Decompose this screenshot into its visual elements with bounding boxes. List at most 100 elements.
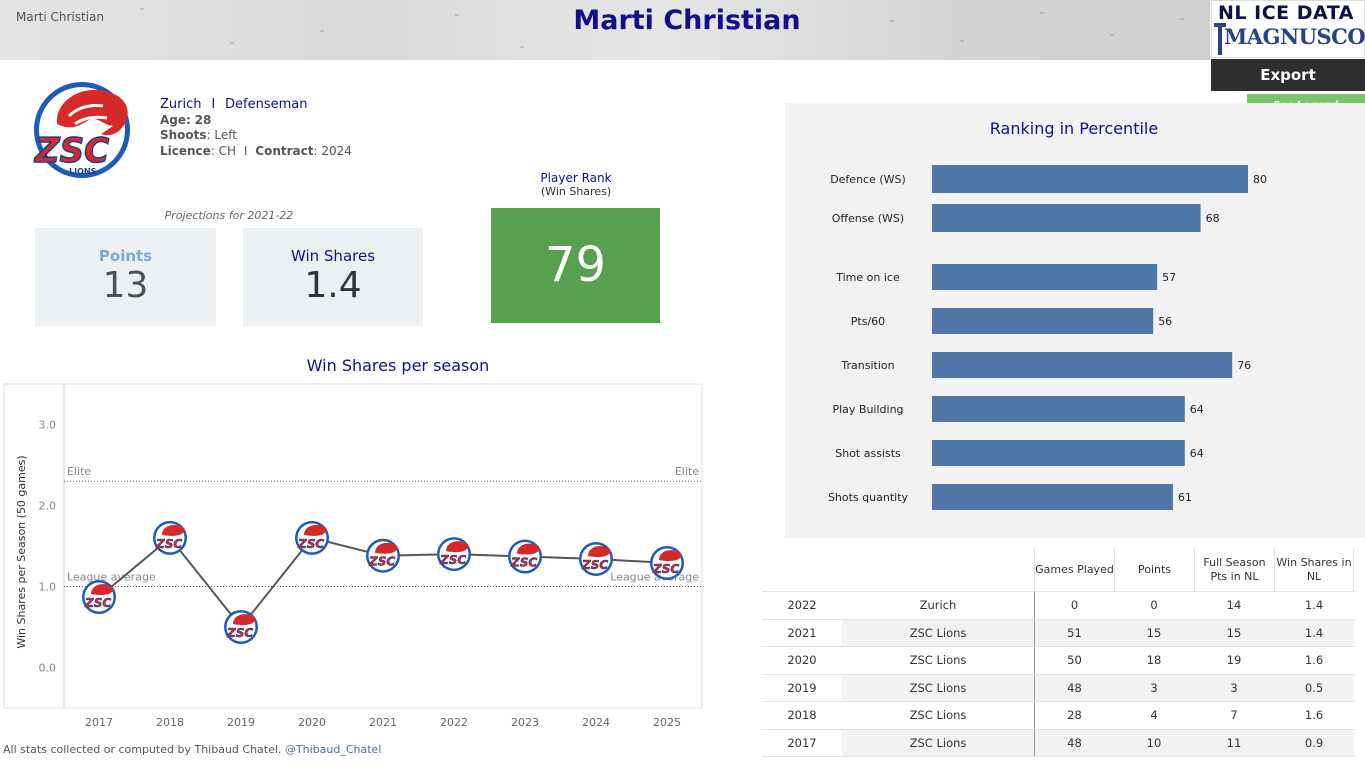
brand-name-bottom: MAGNUSCORSI (1224, 24, 1365, 49)
player-contract: 2024 (321, 143, 352, 158)
player-team: Zurich (160, 97, 202, 112)
percentile-value-label: 76 (1237, 359, 1251, 372)
percentile-value-label: 68 (1206, 212, 1220, 225)
table-divider (762, 756, 1355, 757)
table-row[interactable]: 2017 ZSC Lions 48 10 11 0.9 (762, 729, 1355, 757)
table-cell-fsp: 15 (1194, 619, 1274, 647)
ws-league-average-label-left: League average (67, 571, 156, 584)
table-row[interactable]: 2021 ZSC Lions 51 15 15 1.4 (762, 619, 1355, 647)
ws-point-2022[interactable]: ZSC (437, 537, 471, 572)
percentile-bar-play-building[interactable] (932, 396, 1185, 422)
table-divider (762, 701, 1355, 702)
ws-y-tick-label: 3.0 (39, 419, 57, 432)
table-cell-team: ZSC Lions (909, 653, 967, 667)
table-divider (762, 618, 1355, 620)
header-full-season-pts[interactable]: Full Season Pts in NL (1194, 548, 1274, 591)
percentile-bar-time-on-ice[interactable] (932, 264, 1158, 290)
percentile-bar-transition[interactable] (932, 352, 1233, 378)
header-banner: Marti Christian Marti Christian (0, 0, 1210, 60)
svg-text:ZSC: ZSC (84, 596, 111, 610)
table-cell-year: 2018 (787, 708, 817, 722)
table-cell-year: 2019 (787, 680, 817, 695)
ws-chart-title: Win Shares per season (306, 356, 490, 375)
ws-point-2020[interactable]: ZSC (295, 520, 329, 555)
percentile-category-label: Transition (840, 359, 894, 372)
footer-handle-link[interactable]: @Thibaud_Chatel (284, 743, 382, 756)
shoots-label: Shoots (160, 128, 207, 142)
export-button[interactable]: Export (1211, 59, 1365, 91)
percentile-value-label: 61 (1178, 491, 1192, 504)
ws-point-2023[interactable]: ZSC (508, 539, 542, 574)
table-row[interactable]: 2018 ZSC Lions 28 4 7 1.6 (762, 702, 1355, 729)
table-cell-gp: 50 (1034, 647, 1114, 674)
table-cell-team: ZSC Lions (909, 708, 967, 722)
brand-t-icon (1214, 23, 1226, 55)
points-card-label: Points (98, 247, 153, 265)
percentile-bar-offense-ws[interactable] (932, 204, 1201, 232)
header-points[interactable]: Points (1114, 548, 1194, 591)
points-card: Points 13 (35, 228, 216, 326)
ws-line-chart: 0.0 1.0 2.0 3.0 Win Shares per Season (50 ga… (3, 383, 703, 729)
ws-y-axis-label: Win Shares per Season (50 games) (15, 455, 28, 648)
player-info: Zurich I Defenseman Age: 28 Shoots: Left… (160, 97, 352, 158)
brand-logo[interactable]: NL ICE DATA MAGNUSCORSI (1211, 0, 1365, 58)
ws-x-tick-label: 2022 (440, 716, 468, 729)
ws-point-2021[interactable]: ZSC (366, 538, 400, 573)
points-card-value: 13 (102, 265, 149, 306)
table-cell-wsn: 1.4 (1304, 598, 1324, 612)
ws-x-tick-label: 2017 (85, 716, 113, 729)
table-cell-year: 2017 (787, 735, 817, 750)
table-cell-team: ZSC Lions (842, 619, 1034, 647)
table-cell-pts: 15 (1114, 619, 1194, 647)
percentile-category-label: Shot assists (835, 447, 901, 460)
svg-text:ZSC: ZSC (439, 553, 466, 567)
percentile-chart-title: Ranking in Percentile (989, 119, 1159, 138)
table-cell-fsp: 3 (1194, 674, 1274, 702)
ws-point-2017[interactable]: ZSC (82, 580, 116, 615)
breadcrumb: Marti Christian (16, 10, 104, 24)
ws-point-2024[interactable]: ZSC (579, 541, 613, 576)
table-row[interactable]: 2019 ZSC Lions 48 3 3 0.5 (762, 674, 1355, 702)
table-cell-pts: 10 (1114, 729, 1194, 757)
svg-text:ZSC: ZSC (510, 556, 537, 570)
percentile-bar-pts-60[interactable] (932, 308, 1154, 334)
percentile-category-label: Shots quantity (828, 491, 909, 504)
header-games-played[interactable]: Games Played (1034, 548, 1114, 591)
ws-x-tick-label: 2024 (582, 716, 610, 729)
age-label: Age: (160, 112, 191, 127)
player-rank-label: Player Rank (Win Shares) (491, 171, 661, 199)
ws-point-2019[interactable]: ZSC (224, 610, 258, 644)
ws-x-tick-label: 2020 (298, 716, 326, 729)
table-cell-pts: 4 (1150, 708, 1158, 722)
percentile-category-label: Play Building (832, 403, 903, 416)
table-cell-gp: 48 (1034, 674, 1114, 702)
table-cell-gp: 28 (1034, 702, 1114, 729)
ws-point-2025[interactable]: ZSC (650, 546, 684, 581)
table-cell-wsn: 1.6 (1304, 653, 1324, 667)
table-cell-year: 2022 (787, 598, 817, 612)
percentile-bar-shots-quantity[interactable] (932, 484, 1173, 510)
ws-y-tick-label: 1.0 (39, 581, 57, 594)
table-row[interactable]: 2022 Zurich 0 0 14 1.4 (762, 592, 1355, 619)
ws-y-tick-label: 2.0 (39, 500, 57, 513)
percentile-bar-shot-assists[interactable] (932, 440, 1185, 466)
table-cell-year: 2020 (787, 653, 817, 667)
table-cell-wsn: 1.6 (1304, 708, 1324, 722)
ws-elite-label-right: Elite (675, 465, 699, 478)
ws-x-tick-label: 2023 (511, 716, 539, 729)
ws-elite-label-left: Elite (67, 465, 91, 478)
table-cell-pts: 3 (1114, 674, 1194, 702)
percentile-category-label: Pts/60 (851, 315, 885, 328)
header-win-shares-nl[interactable]: Win Shares in NL (1274, 548, 1354, 591)
player-age: 28 (194, 112, 212, 127)
player-rank-subtitle: (Win Shares) (540, 185, 612, 198)
ws-point-2018[interactable]: ZSC (153, 520, 187, 555)
svg-text:ZSC: ZSC (652, 562, 679, 576)
table-row[interactable]: 2020 ZSC Lions 50 18 19 1.6 (762, 647, 1355, 674)
percentile-bar-defence-ws[interactable] (932, 165, 1248, 193)
percentile-bar-chart: Defence (WS) 80 Offense (WS) 68 Time on ice 5… (828, 165, 1267, 510)
table-cell-pts: 18 (1146, 653, 1162, 667)
percentile-value-label: 80 (1253, 173, 1267, 186)
player-rank-value: 79 (491, 208, 660, 323)
svg-text:ZSC: ZSC (581, 558, 608, 572)
